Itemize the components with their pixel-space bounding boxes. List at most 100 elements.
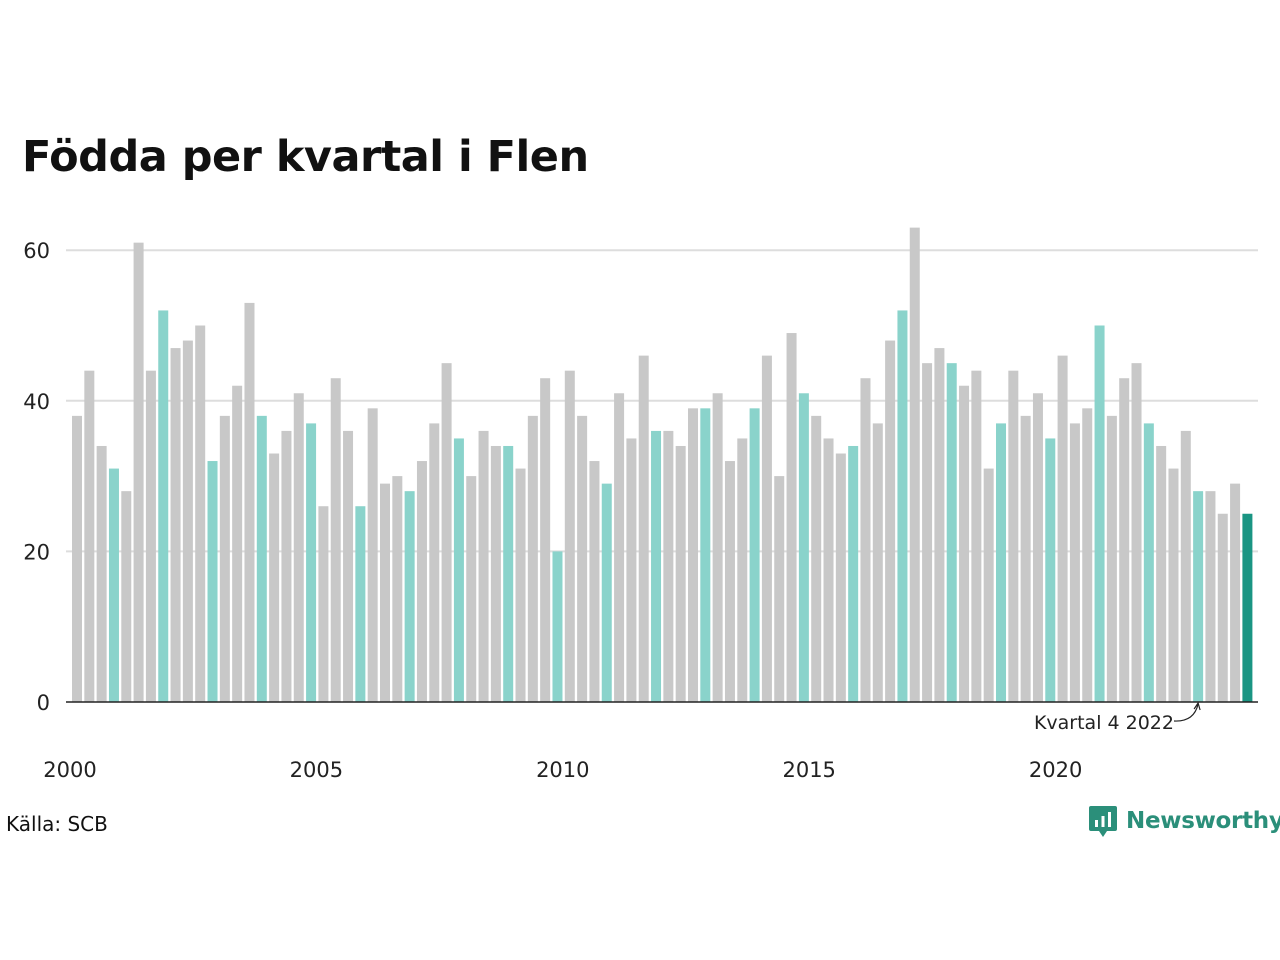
bar xyxy=(614,393,625,702)
annotation-label: Kvartal 4 2022 xyxy=(1034,712,1174,734)
bar xyxy=(1217,513,1228,702)
bar xyxy=(133,242,144,703)
bar xyxy=(293,393,304,702)
bar xyxy=(232,385,243,702)
bar xyxy=(983,468,994,702)
bar xyxy=(318,506,329,702)
bar xyxy=(577,415,588,702)
bar xyxy=(158,310,169,702)
bar xyxy=(207,461,218,702)
bar xyxy=(1168,468,1179,702)
axes: 0 20 40 60 2000 2005 2010 2015 2020 xyxy=(23,239,1258,782)
bar xyxy=(170,348,181,702)
bar xyxy=(848,445,859,702)
chart-title: Födda per kvartal i Flen xyxy=(22,132,589,182)
bar xyxy=(429,423,440,702)
newsworthy-logo-text: Newsworthy xyxy=(1126,808,1280,834)
y-tick-label: 60 xyxy=(23,239,50,263)
bar xyxy=(688,408,698,702)
bar xyxy=(589,461,600,702)
bar xyxy=(182,340,193,702)
x-tick-label: 2005 xyxy=(290,758,343,782)
bar xyxy=(195,325,206,702)
y-tick-label: 40 xyxy=(23,390,50,414)
bar xyxy=(860,378,871,702)
bar xyxy=(872,423,883,702)
annotation-arrow xyxy=(1173,703,1199,722)
y-tick-label: 20 xyxy=(23,540,50,564)
bar xyxy=(626,438,637,702)
bar xyxy=(922,363,933,702)
bar xyxy=(343,430,354,702)
bar xyxy=(392,476,403,702)
bar xyxy=(811,415,822,702)
bar xyxy=(835,453,846,702)
bar xyxy=(219,415,230,702)
bar xyxy=(946,363,957,702)
bars xyxy=(72,227,1253,703)
bar xyxy=(256,415,267,702)
bar xyxy=(601,483,612,702)
bar xyxy=(823,438,834,702)
bar xyxy=(897,310,908,702)
y-tick-label: 0 xyxy=(37,691,50,715)
bar xyxy=(330,378,341,702)
bar xyxy=(527,415,538,702)
bar xyxy=(1119,378,1130,702)
bar xyxy=(367,408,378,702)
bar xyxy=(675,445,686,702)
source-note: Källa: SCB xyxy=(6,812,108,836)
bar xyxy=(786,333,797,702)
bar xyxy=(441,363,452,702)
bar xyxy=(355,506,366,702)
bar xyxy=(1193,491,1204,702)
bar xyxy=(1094,325,1105,702)
bar xyxy=(306,423,317,702)
bar xyxy=(269,453,280,702)
bar xyxy=(244,302,255,702)
bar xyxy=(1106,415,1117,702)
bar xyxy=(145,370,156,702)
bar xyxy=(1242,513,1253,702)
bar xyxy=(909,227,920,703)
bar xyxy=(1143,423,1154,702)
bar xyxy=(490,445,501,702)
bar xyxy=(453,438,464,702)
bar xyxy=(108,468,119,702)
bar xyxy=(416,461,427,702)
bar xyxy=(564,370,575,702)
x-tick-label: 2020 xyxy=(1029,758,1082,782)
bar xyxy=(638,355,649,702)
bar xyxy=(540,378,551,702)
bar xyxy=(651,430,662,702)
bar xyxy=(712,393,723,702)
bar xyxy=(552,551,563,702)
bar xyxy=(737,438,748,702)
bar xyxy=(1156,445,1167,702)
annotation: Kvartal 4 2022 xyxy=(1034,701,1201,734)
bar xyxy=(774,476,785,702)
newsworthy-logo-icon xyxy=(1089,806,1117,837)
bar xyxy=(724,461,735,702)
x-tick-label: 2000 xyxy=(43,758,96,782)
bar xyxy=(515,468,526,702)
bar xyxy=(1082,408,1093,702)
bar xyxy=(971,370,982,702)
bar xyxy=(84,370,95,702)
bar xyxy=(1131,363,1142,702)
bar xyxy=(749,408,760,702)
bar xyxy=(503,445,514,702)
bar xyxy=(700,408,711,702)
bar xyxy=(1230,483,1241,702)
bar xyxy=(404,491,415,702)
bar xyxy=(798,393,809,702)
bar xyxy=(380,483,390,702)
bar xyxy=(959,385,970,702)
newsworthy-logo: Newsworthy xyxy=(1088,804,1280,838)
bar xyxy=(1008,370,1019,702)
bar xyxy=(96,445,107,702)
bar xyxy=(1205,491,1216,702)
bar xyxy=(996,423,1006,702)
bar xyxy=(1069,423,1080,702)
